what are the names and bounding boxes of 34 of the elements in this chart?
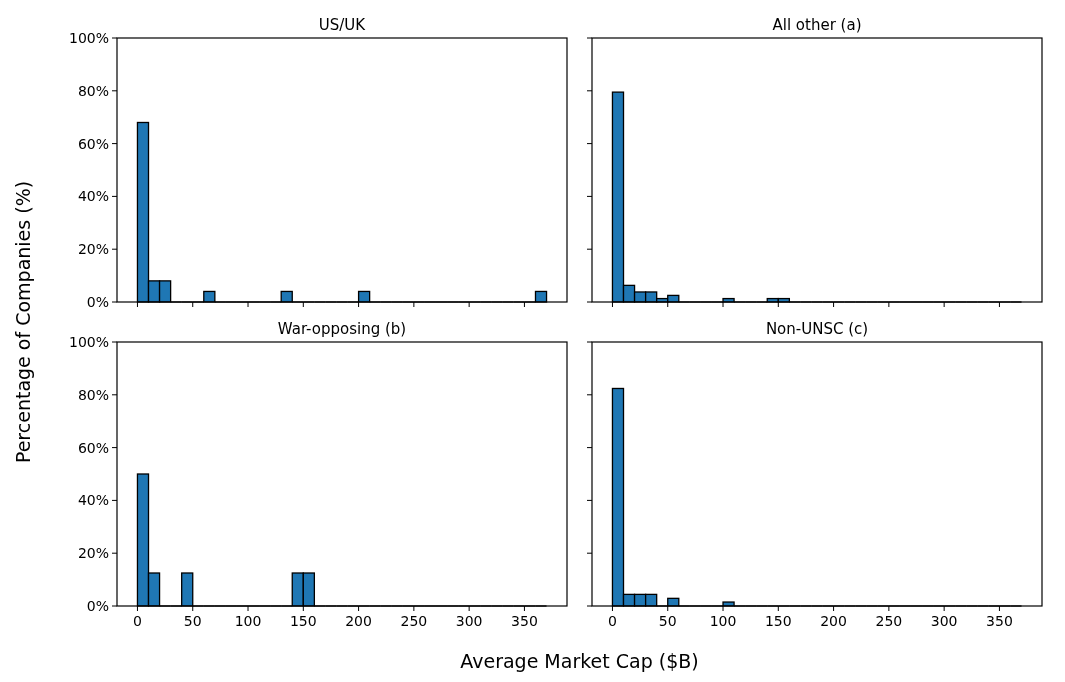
y-tick-label: 100%: [68, 333, 109, 350]
y-tick-label: 60%: [77, 135, 109, 152]
y-axis-title: Percentage of Companies (%): [12, 180, 34, 464]
y-tick-label: 40%: [77, 492, 109, 509]
x-tick-label: 350: [511, 613, 538, 629]
y-tick-label: 0%: [86, 597, 109, 614]
x-tick-label: 300: [455, 613, 483, 629]
x-tick-label: 250: [400, 613, 428, 629]
x-tick-label: 350: [986, 613, 1013, 629]
y-tick-label: 100%: [68, 29, 109, 46]
x-tick-label: 100: [709, 613, 737, 629]
x-tick-label: 250: [875, 613, 903, 629]
x-tick-label: 300: [930, 613, 958, 629]
y-tick-label: 80%: [77, 82, 109, 99]
y-tick-label: 0%: [86, 293, 109, 310]
y-tick-label: 40%: [77, 188, 109, 205]
x-tick-label: 150: [764, 613, 792, 629]
y-tick-label: 80%: [77, 386, 109, 403]
chart-title: US/UK: [318, 16, 367, 34]
y-tick-label: 60%: [77, 439, 109, 456]
x-tick-label: 0: [132, 613, 142, 629]
x-tick-label: 200: [820, 613, 847, 629]
x-tick-label: 200: [345, 613, 372, 629]
chart-title: War-opposing (b): [277, 320, 407, 338]
chart-title: All other (a): [772, 16, 862, 34]
x-axis-title: Average Market Cap ($B): [460, 650, 699, 672]
x-tick-label: 100: [234, 613, 262, 629]
x-tick-label: 0: [607, 613, 617, 629]
x-tick-label: 50: [658, 613, 677, 629]
x-tick-label: 50: [183, 613, 202, 629]
chart-title: Non-UNSC (c): [765, 320, 869, 338]
y-tick-label: 20%: [77, 545, 109, 562]
y-tick-label: 20%: [77, 241, 109, 258]
x-tick-label: 150: [289, 613, 317, 629]
